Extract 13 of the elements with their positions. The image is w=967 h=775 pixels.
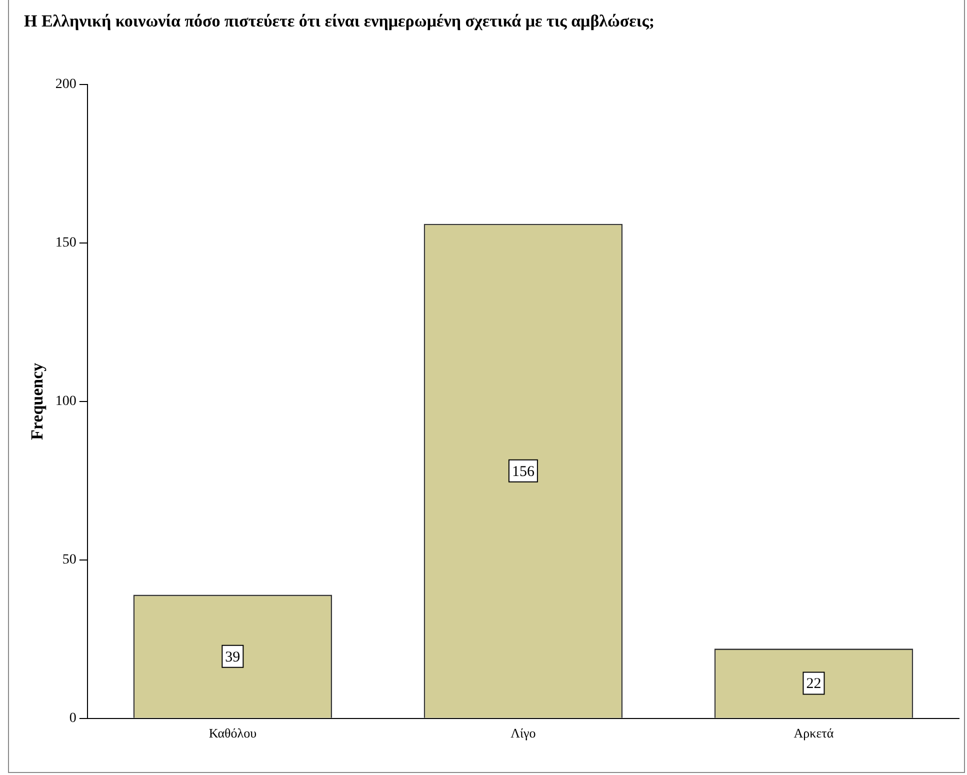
y-axis-title: Frequency [28,362,47,440]
y-tick-label: 0 [69,711,76,726]
x-tick-label: Καθόλου [208,726,257,741]
y-tick-label: 200 [55,77,76,92]
y-tick-label: 50 [62,552,76,568]
data-label: 156 [512,464,535,480]
chart-title: Η Ελληνική κοινωνία πόσο πιστεύετε ότι είναι ενημερωμένη σχετικά με τις αμβλώσεις; [24,12,655,31]
data-label: 22 [806,676,822,692]
y-tick-label: 150 [55,236,76,251]
x-tick-label: Αρκετά [794,726,834,741]
x-tick-label: Λίγο [510,726,536,741]
data-label: 39 [225,649,240,666]
y-tick-label: 100 [55,394,76,410]
